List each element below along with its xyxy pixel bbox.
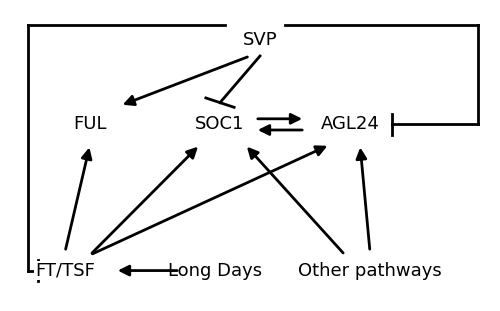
Text: FUL: FUL — [73, 115, 107, 133]
Text: Long Days: Long Days — [168, 262, 262, 280]
Text: AGL24: AGL24 — [320, 115, 380, 133]
Text: Other pathways: Other pathways — [298, 262, 442, 280]
Text: FT/TSF: FT/TSF — [35, 262, 95, 280]
Text: SVP: SVP — [242, 31, 278, 49]
Text: SOC1: SOC1 — [196, 115, 244, 133]
